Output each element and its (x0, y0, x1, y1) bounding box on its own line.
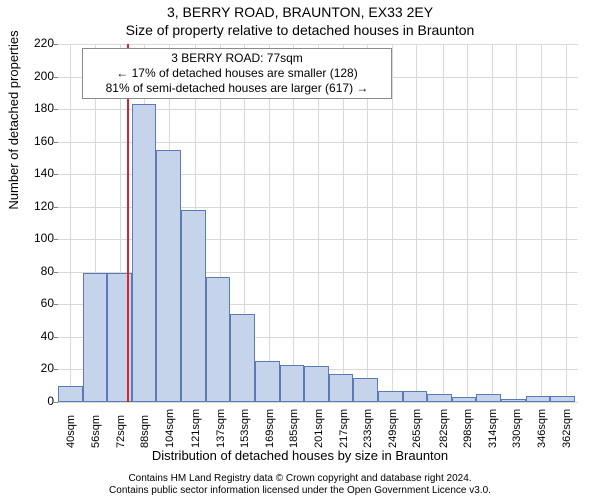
x-tick-label: 88sqm (139, 388, 151, 448)
x-tick-label: 265sqm (411, 388, 423, 448)
y-tick-mark (54, 44, 58, 45)
y-tick-label: 60 (14, 296, 54, 310)
y-tick-mark (54, 109, 58, 110)
y-tick-mark (54, 304, 58, 305)
y-tick-mark (54, 272, 58, 273)
x-tick-label: 298sqm (462, 388, 474, 448)
y-tick-label: 220 (14, 36, 54, 50)
y-tick-label: 200 (14, 69, 54, 83)
x-tick-label: 201sqm (313, 388, 325, 448)
x-tick-label: 56sqm (90, 388, 102, 448)
footer: Contains HM Land Registry data © Crown c… (0, 473, 600, 497)
grid-vertical (416, 44, 417, 402)
grid-vertical (443, 44, 444, 402)
x-tick-label: 314sqm (487, 388, 499, 448)
y-tick-mark (54, 337, 58, 338)
y-tick-mark (54, 174, 58, 175)
x-tick-label: 346sqm (536, 388, 548, 448)
y-tick-mark (54, 77, 58, 78)
y-tick-label: 160 (14, 134, 54, 148)
grid-vertical (516, 44, 517, 402)
footer-line1: Contains HM Land Registry data © Crown c… (0, 473, 600, 485)
y-tick-label: 120 (14, 199, 54, 213)
y-tick-label: 80 (14, 264, 54, 278)
page-title-line2: Size of property relative to detached ho… (0, 22, 600, 38)
x-tick-label: 72sqm (115, 388, 127, 448)
x-tick-label: 185sqm (288, 388, 300, 448)
footer-line2: Contains public sector information licen… (0, 485, 600, 497)
x-tick-label: 233sqm (362, 388, 374, 448)
x-tick-label: 153sqm (239, 388, 251, 448)
annotation-box: 3 BERRY ROAD: 77sqm ← 17% of detached ho… (82, 48, 392, 99)
x-axis-label: Distribution of detached houses by size … (0, 448, 600, 463)
x-tick-label: 282sqm (438, 388, 450, 448)
y-tick-mark (54, 207, 58, 208)
grid-vertical (541, 44, 542, 402)
x-tick-label: 249sqm (387, 388, 399, 448)
page-title-line1: 3, BERRY ROAD, BRAUNTON, EX33 2EY (0, 4, 600, 20)
grid-vertical (566, 44, 567, 402)
y-tick-mark (54, 369, 58, 370)
x-tick-label: 137sqm (215, 388, 227, 448)
x-tick-label: 121sqm (190, 388, 202, 448)
grid-horizontal (58, 44, 578, 45)
grid-vertical (492, 44, 493, 402)
chart-container: 3, BERRY ROAD, BRAUNTON, EX33 2EY Size o… (0, 0, 600, 500)
histogram-bar (206, 277, 231, 402)
x-tick-label: 330sqm (511, 388, 523, 448)
annotation-line3: 81% of semi-detached houses are larger (… (89, 81, 385, 96)
grid-vertical (70, 44, 71, 402)
annotation-line1: 3 BERRY ROAD: 77sqm (89, 51, 385, 66)
y-tick-label: 40 (14, 329, 54, 343)
histogram-bar (83, 273, 108, 402)
histogram-bar (156, 150, 181, 402)
histogram-bar (181, 210, 206, 402)
grid-vertical (467, 44, 468, 402)
histogram-bar (132, 104, 157, 402)
y-tick-label: 140 (14, 166, 54, 180)
y-tick-label: 100 (14, 231, 54, 245)
x-tick-label: 217sqm (338, 388, 350, 448)
x-tick-label: 169sqm (264, 388, 276, 448)
x-tick-label: 40sqm (65, 388, 77, 448)
y-tick-label: 20 (14, 361, 54, 375)
y-tick-mark (54, 402, 58, 403)
y-tick-label: 0 (14, 394, 54, 408)
y-tick-label: 180 (14, 101, 54, 115)
y-tick-mark (54, 239, 58, 240)
y-tick-mark (54, 142, 58, 143)
annotation-line2: ← 17% of detached houses are smaller (12… (89, 66, 385, 81)
x-tick-label: 104sqm (164, 388, 176, 448)
x-tick-label: 362sqm (561, 388, 573, 448)
